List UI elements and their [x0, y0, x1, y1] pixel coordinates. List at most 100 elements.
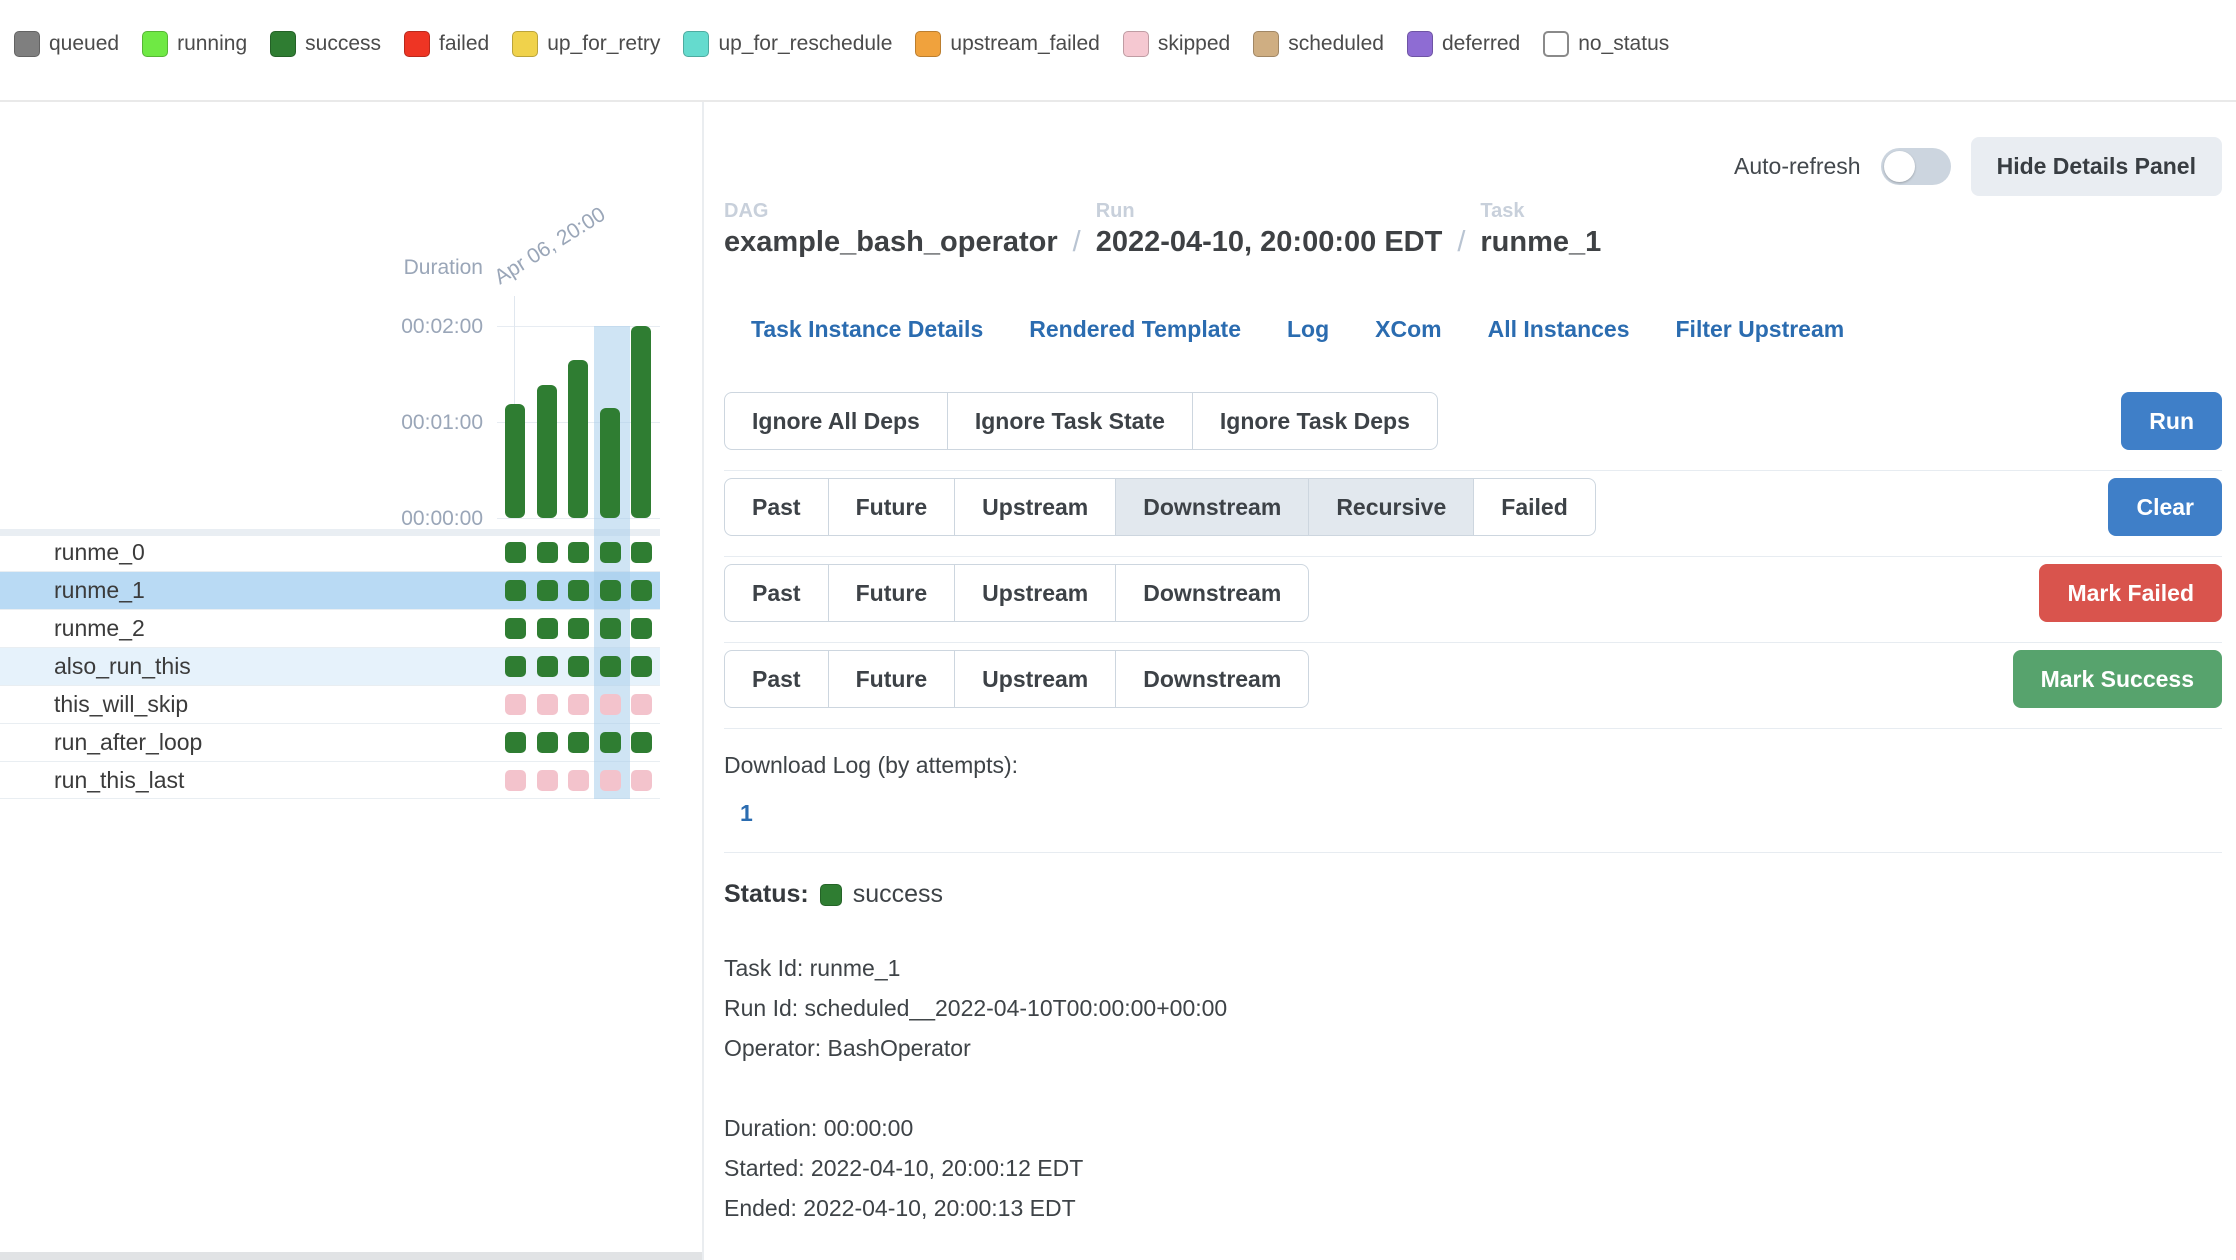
mark-failed-button[interactable]: Mark Failed [2039, 564, 2222, 622]
task-instance-square-skipped[interactable] [631, 694, 652, 715]
clear-option-past[interactable]: Past [724, 478, 829, 536]
task-row-run-this-last[interactable]: run_this_last [0, 761, 660, 799]
gridline [497, 518, 660, 519]
clear-option-upstream[interactable]: Upstream [954, 478, 1117, 536]
task-instance-square-skipped[interactable] [568, 694, 589, 715]
run-option-ignore-task-state[interactable]: Ignore Task State [946, 392, 1193, 450]
duration-bar-run-1[interactable] [505, 404, 525, 518]
task-instance-square-skipped[interactable] [536, 770, 558, 791]
run-option-ignore-all-deps[interactable]: Ignore All Deps [724, 392, 948, 450]
spacer [724, 1068, 1227, 1108]
task-instance-square-success[interactable] [536, 542, 558, 563]
task-instance-square-success[interactable] [599, 580, 621, 601]
task-instance-square-success[interactable] [599, 656, 621, 677]
task-row-also-run-this[interactable]: also_run_this [0, 647, 660, 685]
task-instance-square-skipped[interactable] [631, 770, 652, 791]
legend-item-deferred: deferred [1406, 31, 1520, 57]
task-nav-links: Task Instance Details Rendered Template Lo… [751, 316, 1844, 343]
clear-option-future[interactable]: Future [827, 478, 956, 536]
mark-failed-option-downstream[interactable]: Downstream [1115, 564, 1310, 622]
task-instance-square-success[interactable] [631, 580, 652, 601]
task-instance-square-success[interactable] [568, 656, 589, 677]
nav-link-all-instances[interactable]: All Instances [1487, 316, 1630, 342]
duration-bar-run-3[interactable] [568, 360, 588, 518]
mark-success-option-downstream[interactable]: Downstream [1115, 650, 1310, 708]
nav-link-filter-upstream[interactable]: Filter Upstream [1675, 316, 1845, 342]
task-name: runme_1 [54, 577, 145, 603]
hide-details-panel-button[interactable]: Hide Details Panel [1970, 137, 2222, 196]
task-instance-square-success[interactable] [631, 542, 652, 563]
legend-item-upstream-failed: upstream_failed [915, 31, 1100, 57]
task-instance-square-success[interactable] [568, 618, 589, 639]
task-row-this-will-skip[interactable]: this_will_skip [0, 685, 660, 723]
run-option-ignore-task-deps[interactable]: Ignore Task Deps [1191, 392, 1438, 450]
run-button[interactable]: Run [2121, 392, 2222, 450]
mark-success-options-group: Past Future Upstream Downstream [724, 650, 1310, 708]
legend-swatch-scheduled-icon [1253, 31, 1280, 57]
task-instance-square-skipped[interactable] [568, 770, 589, 791]
divider [0, 100, 2236, 102]
task-instance-square-success[interactable] [568, 732, 589, 753]
mark-success-option-future[interactable]: Future [827, 650, 956, 708]
mark-failed-option-upstream[interactable]: Upstream [954, 564, 1117, 622]
task-name: runme_0 [54, 539, 145, 565]
task-instance-square-success[interactable] [599, 542, 621, 563]
task-row-runme-0[interactable]: runme_0 [0, 533, 660, 571]
clear-option-downstream[interactable]: Downstream [1115, 478, 1310, 536]
task-instance-square-success[interactable] [536, 580, 558, 601]
task-instance-square-success[interactable] [536, 656, 558, 677]
duration-bar-run-2[interactable] [536, 385, 557, 518]
task-instance-square-skipped[interactable] [505, 694, 526, 715]
log-attempt-link-1[interactable]: 1 [740, 800, 753, 826]
task-instance-square-success[interactable] [505, 542, 526, 563]
panel-controls: Auto-refresh Hide Details Panel [1734, 137, 2222, 196]
task-instance-square-success[interactable] [568, 580, 589, 601]
nav-link-rendered-template[interactable]: Rendered Template [1029, 316, 1241, 342]
task-instance-square-success[interactable] [505, 732, 526, 753]
action-row-run: Ignore All Deps Ignore Task State Ignore T… [724, 392, 2222, 450]
task-instance-square-success[interactable] [536, 732, 558, 753]
task-instance-square-success[interactable] [631, 732, 652, 753]
clear-option-failed[interactable]: Failed [1473, 478, 1596, 536]
task-instance-square-success[interactable] [505, 618, 526, 639]
mark-success-option-past[interactable]: Past [724, 650, 829, 708]
breadcrumb-value: example_bash_operator [724, 226, 1058, 258]
task-instance-square-success[interactable] [536, 618, 558, 639]
task-instance-square-skipped[interactable] [599, 770, 621, 791]
task-row-run-after-loop[interactable]: run_after_loop [0, 723, 660, 761]
legend-item-up-for-retry: up_for_retry [512, 31, 660, 57]
task-instance-square-skipped[interactable] [505, 770, 526, 791]
task-row-runme-2[interactable]: runme_2 [0, 609, 660, 647]
action-row-clear: Past Future Upstream Downstream Recursive Fai… [724, 478, 2222, 536]
duration-bar-run-5[interactable] [631, 326, 651, 518]
legend-item-up-for-reschedule: up_for_reschedule [683, 31, 892, 57]
legend-label: running [177, 32, 248, 55]
auto-refresh-toggle[interactable] [1880, 148, 1951, 185]
nav-link-xcom[interactable]: XCom [1375, 316, 1442, 342]
legend-swatch-up-for-reschedule-icon [683, 31, 710, 57]
duration-bar-run-4[interactable] [599, 408, 620, 518]
task-instance-square-success[interactable] [631, 656, 652, 677]
task-name: this_will_skip [54, 691, 189, 717]
task-row-runme-1[interactable]: runme_1 [0, 571, 660, 609]
task-instance-square-success[interactable] [505, 580, 526, 601]
divider [724, 642, 2222, 643]
breadcrumb-separator: / [1072, 226, 1081, 258]
task-instance-square-success[interactable] [568, 542, 589, 563]
nav-link-log[interactable]: Log [1287, 316, 1330, 342]
mark-failed-option-future[interactable]: Future [827, 564, 956, 622]
task-instance-square-success[interactable] [631, 618, 652, 639]
mark-success-button[interactable]: Mark Success [2012, 650, 2222, 708]
task-instance-square-success[interactable] [599, 618, 621, 639]
breadcrumb: DAG example_bash_operator / Run 2022-04-10, … [724, 200, 1601, 259]
nav-link-task-instance-details[interactable]: Task Instance Details [751, 316, 984, 342]
breadcrumb-task: Task runme_1 [1480, 200, 1601, 259]
clear-button[interactable]: Clear [2108, 478, 2222, 536]
mark-success-option-upstream[interactable]: Upstream [954, 650, 1117, 708]
mark-failed-option-past[interactable]: Past [724, 564, 829, 622]
task-instance-square-skipped[interactable] [599, 694, 621, 715]
clear-option-recursive[interactable]: Recursive [1308, 478, 1475, 536]
task-instance-square-skipped[interactable] [536, 694, 558, 715]
task-instance-square-success[interactable] [599, 732, 621, 753]
task-instance-square-success[interactable] [505, 656, 526, 677]
